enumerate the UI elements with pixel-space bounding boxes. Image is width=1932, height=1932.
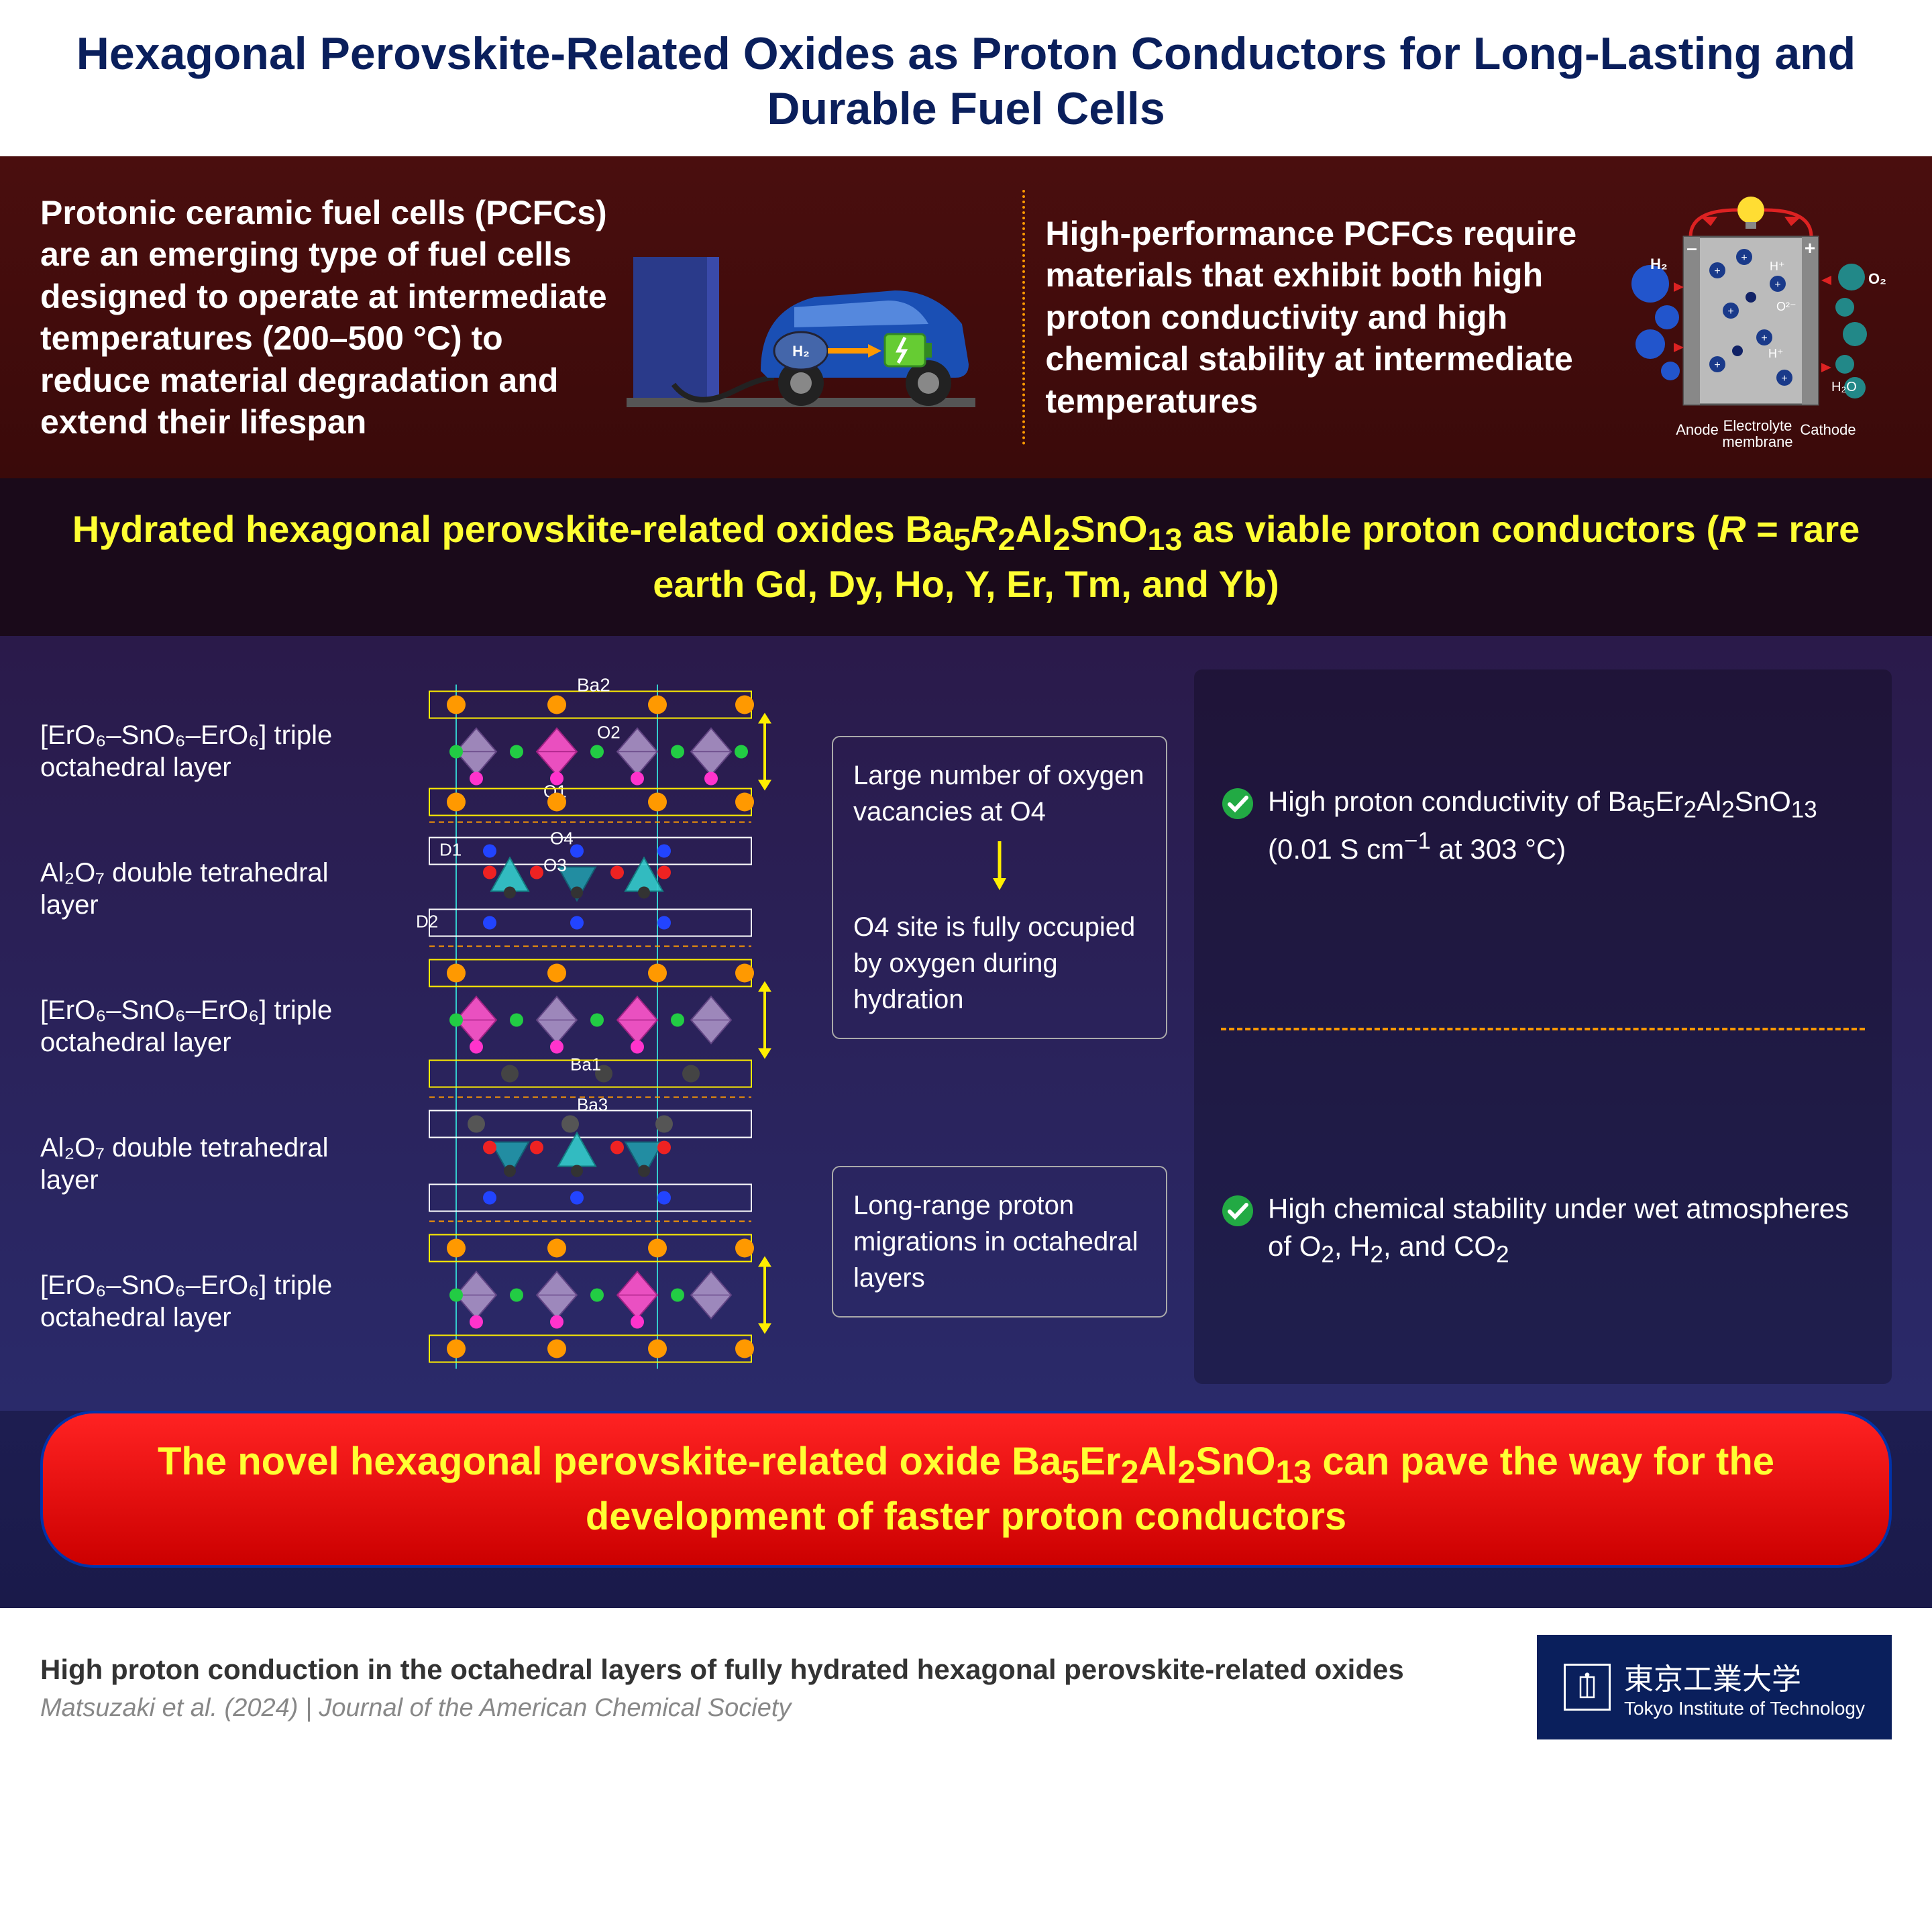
conclusion-banner: The novel hexagonal perovskite-related o… [40,1411,1892,1568]
paper-citation: Matsuzaki et al. (2024) | Journal of the… [40,1694,1537,1723]
feature-item: High proton conductivity of Ba5Er2Al2SnO… [1221,783,1865,869]
svg-text:+: + [1741,252,1747,264]
yellow-banner: Hydrated hexagonal perovskite-related ox… [0,478,1932,636]
down-arrow-icon [853,838,1146,901]
crystal-structure-diagram: Ba2 O2 O1 [376,669,805,1384]
svg-text:+: + [1761,333,1767,344]
svg-text:O²⁻: O²⁻ [1776,300,1796,313]
svg-text:H₂: H₂ [1650,256,1668,272]
top-right-panel: High-performance PCFCs require materials… [1045,190,1892,445]
footer: High proton conduction in the octahedral… [0,1608,1932,1766]
svg-text:H₂O: H₂O [1831,380,1857,394]
layer-label: [ErO₆–SnO₆–ErO₆] triple octahedral layer [40,719,349,784]
pcfc-requirements-text: High-performance PCFCs require materials… [1045,213,1590,423]
svg-text:O₂: O₂ [1868,270,1886,287]
dashed-divider [1221,1028,1865,1030]
svg-text:+: + [1714,266,1720,277]
checkmark-icon [1221,1194,1254,1228]
pcfc-intro-text: Protonic ceramic fuel cells (PCFCs) are … [40,192,613,443]
svg-text:D2: D2 [416,911,438,931]
svg-text:O2: O2 [597,722,621,742]
vertical-divider [1022,190,1025,445]
anode-label: Anode [1670,421,1724,439]
checkmark-icon [1221,787,1254,820]
ev-charging-graphic: H₂ [627,217,975,418]
fuelcell-schematic: – + + + + + + + + H⁺ O²⁻ H⁺ [1610,190,1892,445]
layer-label: Al₂O₇ double tetrahedral layer [40,1132,349,1196]
svg-text:+: + [1805,237,1815,258]
footer-citation-block: High proton conduction in the octahedral… [40,1652,1537,1723]
svg-text:H⁺: H⁺ [1770,260,1785,273]
svg-text:–: – [1686,237,1697,258]
feature-item: High chemical stability under wet atmosp… [1221,1190,1865,1271]
svg-text:Ba1: Ba1 [570,1054,601,1074]
svg-text:D1: D1 [439,839,462,859]
svg-text:+: + [1714,360,1720,371]
svg-text:Ba3: Ba3 [577,1094,608,1114]
svg-text:H₂: H₂ [793,343,810,360]
main-gradient-wrap: [ErO₆–SnO₆–ErO₆] triple octahedral layer… [0,636,1932,1609]
cathode-label: Cathode [1798,421,1858,439]
page-title: Hexagonal Perovskite-Related Oxides as P… [40,27,1892,136]
institution-logo: 東京工業大学 Tokyo Institute of Technology [1537,1635,1892,1739]
annotation-text: Long-range proton migrations in octahedr… [853,1187,1146,1296]
svg-text:H⁺: H⁺ [1768,347,1784,360]
org-name-en: Tokyo Institute of Technology [1624,1698,1865,1719]
annotation-box: Large number of oxygen vacancies at O4 O… [832,736,1167,1039]
conclusion-text: The novel hexagonal perovskite-related o… [97,1438,1835,1542]
annotations-column: Large number of oxygen vacancies at O4 O… [832,669,1167,1384]
tokyotech-icon [1564,1664,1611,1711]
svg-text:O3: O3 [543,855,567,875]
feature-text: High proton conductivity of Ba5Er2Al2SnO… [1268,783,1865,869]
main-section: [ErO₆–SnO₆–ErO₆] triple octahedral layer… [0,636,1932,1411]
annotation-text: O4 site is fully occupied by oxygen duri… [853,909,1146,1018]
feature-text: High chemical stability under wet atmosp… [1268,1190,1865,1271]
top-left-panel: Protonic ceramic fuel cells (PCFCs) are … [40,190,1002,445]
svg-text:+: + [1774,279,1780,290]
layer-label: Al₂O₇ double tetrahedral layer [40,857,349,921]
svg-text:O4: O4 [550,828,574,848]
layer-label: [ErO₆–SnO₆–ErO₆] triple octahedral layer [40,994,349,1059]
yellow-banner-text: Hydrated hexagonal perovskite-related ox… [54,505,1878,609]
svg-text:+: + [1781,373,1787,384]
org-name-jp: 東京工業大学 [1624,1655,1865,1698]
svg-text:+: + [1727,306,1733,317]
svg-text:Ba2: Ba2 [577,674,610,695]
annotation-text: Large number of oxygen vacancies at O4 [853,757,1146,830]
annotation-box: Long-range proton migrations in octahedr… [832,1166,1167,1318]
paper-title: High proton conduction in the octahedral… [40,1652,1537,1688]
features-panel: High proton conductivity of Ba5Er2Al2SnO… [1194,669,1892,1384]
membrane-label: Electrolyte membrane [1721,418,1794,450]
layer-label: [ErO₆–SnO₆–ErO₆] triple octahedral layer [40,1269,349,1334]
top-section: Protonic ceramic fuel cells (PCFCs) are … [0,156,1932,478]
layer-labels-column: [ErO₆–SnO₆–ErO₆] triple octahedral layer… [40,669,349,1384]
title-bar: Hexagonal Perovskite-Related Oxides as P… [0,0,1932,156]
